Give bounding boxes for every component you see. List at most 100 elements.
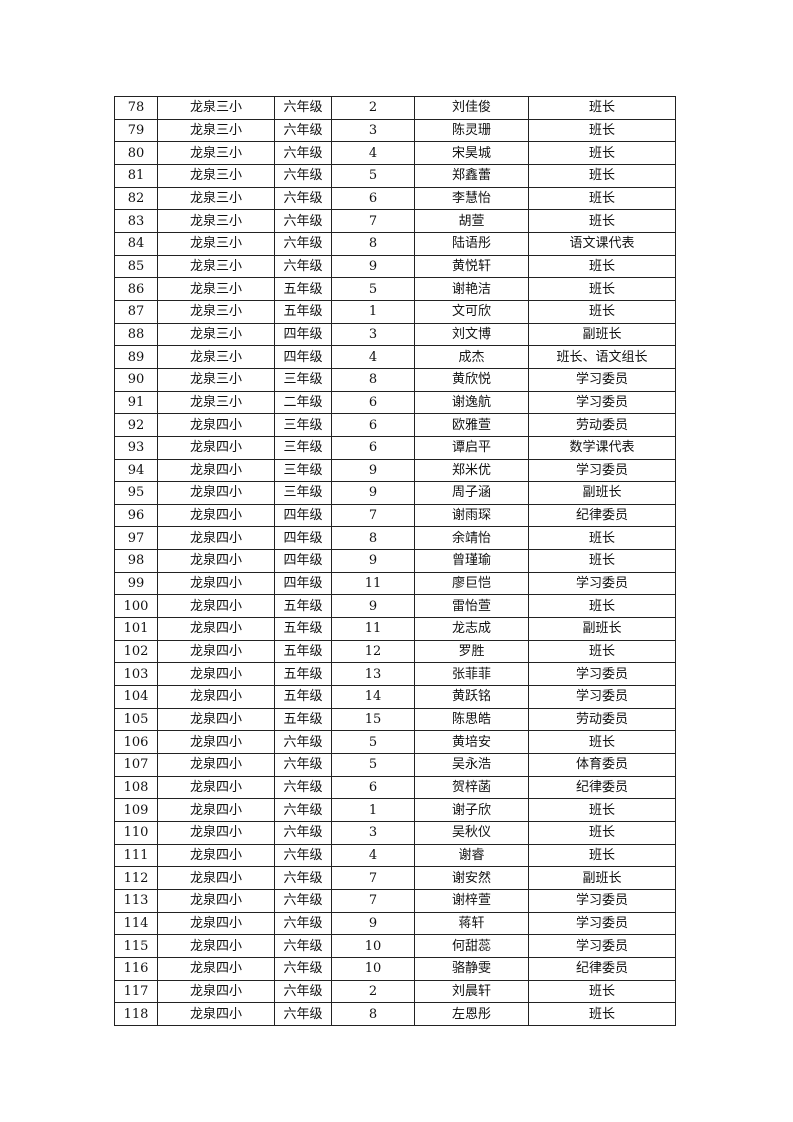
position-cell: 数学课代表 <box>528 435 676 460</box>
grade-cell: 三年级 <box>274 413 332 437</box>
row-number-cell: 113 <box>114 888 158 913</box>
student-name-cell: 张菲菲 <box>414 662 529 687</box>
table-row: 104 龙泉四小 五年级 14 黄跃铭 学习委员 <box>114 685 676 709</box>
position-cell: 班长 <box>528 979 676 1004</box>
table-row: 97 龙泉四小 四年级 8 余靖怡 班长 <box>114 526 676 551</box>
table-row: 86 龙泉三小 五年级 5 谢艳洁 班长 <box>114 277 676 301</box>
class-number-cell: 2 <box>331 96 415 120</box>
student-name-cell: 吴永浩 <box>414 753 529 777</box>
grade-cell: 四年级 <box>274 345 332 369</box>
grade-cell: 五年级 <box>274 617 332 641</box>
school-cell: 龙泉四小 <box>157 979 275 1004</box>
school-cell: 龙泉三小 <box>157 209 275 233</box>
school-cell: 龙泉四小 <box>157 458 275 483</box>
grade-cell: 六年级 <box>274 888 332 913</box>
row-number-cell: 118 <box>114 1002 158 1026</box>
class-number-cell: 5 <box>331 163 415 188</box>
table-row: 81 龙泉三小 六年级 5 郑鑫蕾 班长 <box>114 163 676 188</box>
grade-cell: 四年级 <box>274 526 332 551</box>
table-row: 118 龙泉四小 六年级 8 左恩彤 班长 <box>114 1002 676 1026</box>
position-cell: 学习委员 <box>528 888 676 913</box>
school-cell: 龙泉三小 <box>157 390 275 415</box>
student-name-cell: 黄欣悦 <box>414 367 529 392</box>
class-number-cell: 15 <box>331 707 415 732</box>
student-cadre-table: 78 龙泉三小 六年级 2 刘佳俊 班长 79 龙泉三小 六年级 3 陈灵珊 班长 80 龙泉三小 六年级 4… <box>114 96 676 1026</box>
student-name-cell: 郑米优 <box>414 458 529 483</box>
grade-cell: 四年级 <box>274 549 332 573</box>
table-row: 83 龙泉三小 六年级 7 胡萱 班长 <box>114 209 676 233</box>
school-cell: 龙泉四小 <box>157 526 275 551</box>
school-cell: 龙泉四小 <box>157 594 275 619</box>
student-name-cell: 吴秋仪 <box>414 821 529 845</box>
student-name-cell: 刘晨轩 <box>414 979 529 1004</box>
school-cell: 龙泉四小 <box>157 956 275 981</box>
school-cell: 龙泉三小 <box>157 141 275 165</box>
row-number-cell: 83 <box>114 209 158 233</box>
school-cell: 龙泉三小 <box>157 96 275 120</box>
school-cell: 龙泉三小 <box>157 254 275 279</box>
class-number-cell: 8 <box>331 231 415 256</box>
grade-cell: 六年级 <box>274 753 332 777</box>
position-cell: 学习委员 <box>528 390 676 415</box>
class-number-cell: 13 <box>331 662 415 687</box>
row-number-cell: 100 <box>114 594 158 619</box>
class-number-cell: 7 <box>331 888 415 913</box>
student-name-cell: 左恩彤 <box>414 1002 529 1026</box>
row-number-cell: 99 <box>114 571 158 596</box>
grade-cell: 六年级 <box>274 934 332 958</box>
class-number-cell: 8 <box>331 526 415 551</box>
table-row: 90 龙泉三小 三年级 8 黄欣悦 学习委员 <box>114 367 676 392</box>
grade-cell: 六年级 <box>274 956 332 981</box>
grade-cell: 六年级 <box>274 979 332 1004</box>
row-number-cell: 92 <box>114 413 158 437</box>
row-number-cell: 106 <box>114 730 158 755</box>
school-cell: 龙泉四小 <box>157 617 275 641</box>
class-number-cell: 9 <box>331 549 415 573</box>
student-name-cell: 胡萱 <box>414 209 529 233</box>
class-number-cell: 6 <box>331 390 415 415</box>
position-cell: 学习委员 <box>528 458 676 483</box>
class-number-cell: 11 <box>331 617 415 641</box>
class-number-cell: 11 <box>331 571 415 596</box>
position-cell: 副班长 <box>528 866 676 890</box>
grade-cell: 三年级 <box>274 435 332 460</box>
position-cell: 班长 <box>528 163 676 188</box>
position-cell: 学习委员 <box>528 911 676 936</box>
student-name-cell: 龙志成 <box>414 617 529 641</box>
position-cell: 劳动委员 <box>528 707 676 732</box>
class-number-cell: 6 <box>331 186 415 211</box>
table-row: 89 龙泉三小 四年级 4 成杰 班长、语文组长 <box>114 345 676 369</box>
row-number-cell: 97 <box>114 526 158 551</box>
position-cell: 劳动委员 <box>528 413 676 437</box>
student-name-cell: 刘文博 <box>414 322 529 347</box>
row-number-cell: 108 <box>114 775 158 800</box>
position-cell: 语文课代表 <box>528 231 676 256</box>
table-row: 101 龙泉四小 五年级 11 龙志成 副班长 <box>114 617 676 641</box>
student-name-cell: 廖巨恺 <box>414 571 529 596</box>
grade-cell: 三年级 <box>274 458 332 483</box>
class-number-cell: 7 <box>331 209 415 233</box>
student-name-cell: 余靖怡 <box>414 526 529 551</box>
row-number-cell: 111 <box>114 843 158 868</box>
position-cell: 班长 <box>528 209 676 233</box>
class-number-cell: 12 <box>331 639 415 664</box>
class-number-cell: 3 <box>331 821 415 845</box>
position-cell: 班长 <box>528 1002 676 1026</box>
position-cell: 纪律委员 <box>528 775 676 800</box>
grade-cell: 五年级 <box>274 277 332 301</box>
row-number-cell: 86 <box>114 277 158 301</box>
student-name-cell: 雷怡萱 <box>414 594 529 619</box>
school-cell: 龙泉四小 <box>157 911 275 936</box>
row-number-cell: 110 <box>114 821 158 845</box>
position-cell: 班长、语文组长 <box>528 345 676 369</box>
table-row: 117 龙泉四小 六年级 2 刘晨轩 班长 <box>114 979 676 1004</box>
school-cell: 龙泉四小 <box>157 934 275 958</box>
position-cell: 学习委员 <box>528 571 676 596</box>
grade-cell: 六年级 <box>274 163 332 188</box>
student-name-cell: 陆语彤 <box>414 231 529 256</box>
student-name-cell: 郑鑫蕾 <box>414 163 529 188</box>
table-row: 80 龙泉三小 六年级 4 宋昊城 班长 <box>114 141 676 165</box>
position-cell: 副班长 <box>528 481 676 505</box>
class-number-cell: 1 <box>331 299 415 324</box>
row-number-cell: 79 <box>114 118 158 143</box>
